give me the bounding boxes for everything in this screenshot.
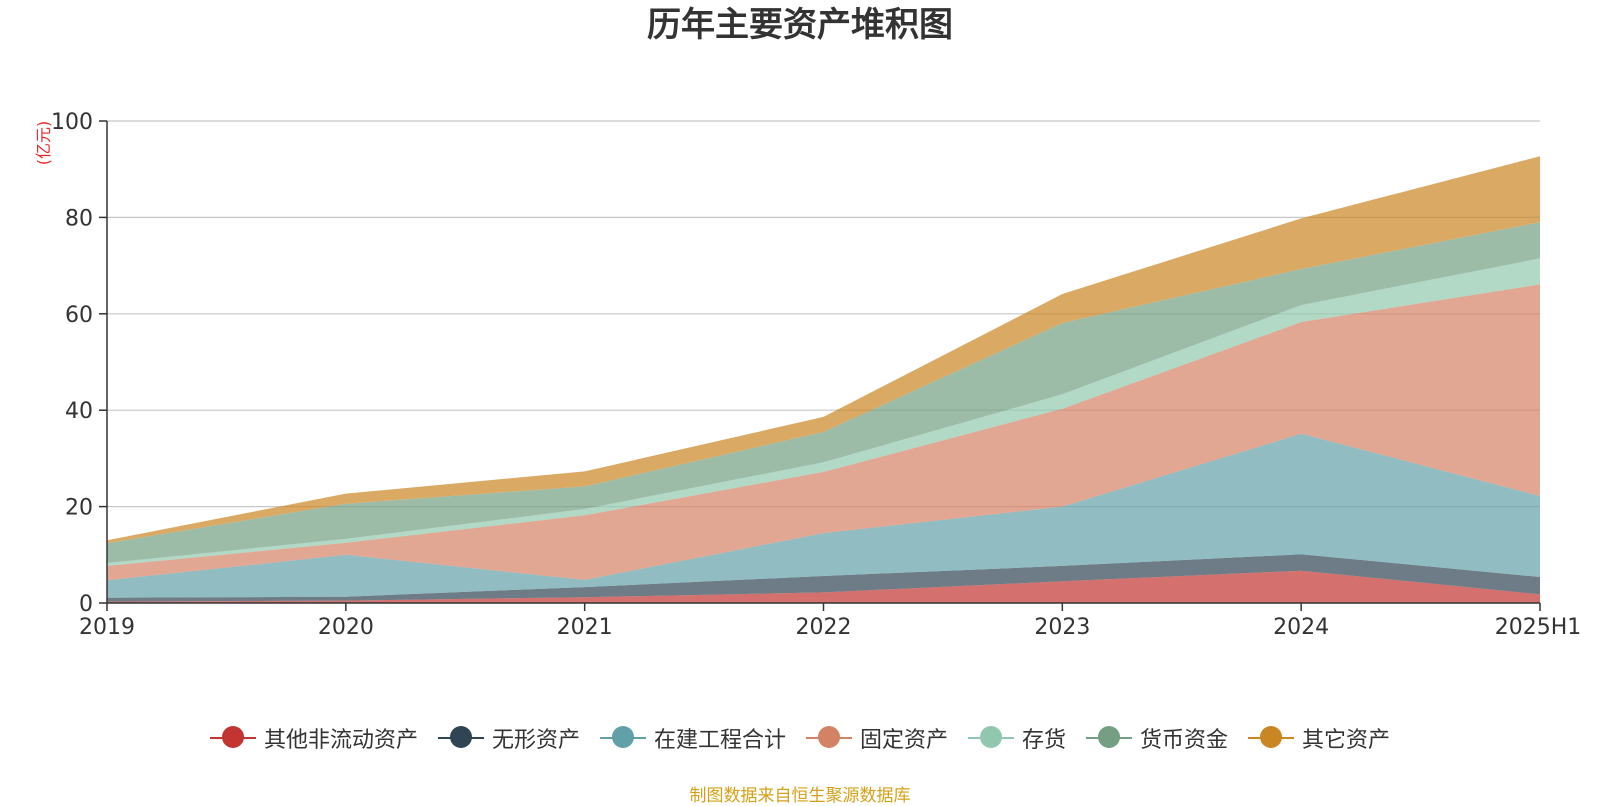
legend: 其他非流动资产 无形资产 在建工程合计 固定资产 存货 货币资金 其它资产 xyxy=(0,718,1600,758)
legend-label: 在建工程合计 xyxy=(653,728,786,753)
area-series-4[interactable] xyxy=(107,284,1540,581)
legend-swatch-icon xyxy=(437,726,484,750)
chart-title: 历年主要资产堆积图 xyxy=(647,5,953,45)
area-series-7[interactable] xyxy=(107,156,1540,544)
legend-item-3[interactable]: 在建工程合计 xyxy=(599,722,786,754)
x-tick-label: 2024 xyxy=(1273,615,1329,640)
y-tick-label: 80 xyxy=(65,206,93,231)
legend-item-4[interactable]: 固定资产 xyxy=(805,722,948,754)
legend-item-7[interactable]: 其它资产 xyxy=(1248,722,1390,754)
legend-label: 其他非流动资产 xyxy=(263,728,418,753)
x-tick-label: 2022 xyxy=(796,615,852,640)
legend-swatch-icon xyxy=(805,726,852,750)
source-note: 制图数据来自恒生聚源数据库 xyxy=(689,786,911,806)
legend-label: 固定资产 xyxy=(859,728,948,753)
x-tick-label: 2020 xyxy=(318,615,374,640)
area-series-1[interactable] xyxy=(107,570,1540,603)
legend-swatch-icon xyxy=(209,726,256,750)
area-series-3[interactable] xyxy=(107,433,1540,598)
axes: 0 20 40 60 80 100 2019 2020 2021 2022 2023 2024 2025… xyxy=(51,110,1581,640)
x-tick-label: 2021 xyxy=(557,615,613,640)
legend-label: 存货 xyxy=(1022,728,1067,753)
legend-swatch-icon xyxy=(599,726,646,750)
legend-item-6[interactable]: 货币资金 xyxy=(1086,722,1228,754)
legend-item-1[interactable]: 其他非流动资产 xyxy=(209,722,418,754)
x-tick-label: 2023 xyxy=(1034,615,1090,640)
area-series-group xyxy=(107,156,1540,603)
area-series-2[interactable] xyxy=(107,554,1540,602)
legend-swatch-icon xyxy=(1086,726,1133,750)
legend-label: 其它资产 xyxy=(1302,728,1391,753)
y-tick-label: 20 xyxy=(65,496,93,521)
x-tick-label: 2019 xyxy=(79,615,135,640)
y-tick-label: 40 xyxy=(65,399,93,424)
legend-swatch-icon xyxy=(1248,726,1295,750)
y-tick-label: 0 xyxy=(79,592,93,617)
legend-item-5[interactable]: 存货 xyxy=(968,722,1066,754)
legend-label: 无形资产 xyxy=(491,728,580,753)
legend-label: 货币资金 xyxy=(1140,728,1229,753)
y-tick-label: 60 xyxy=(65,303,93,328)
y-axis-label: (亿元) xyxy=(34,121,53,166)
y-tick-label: 100 xyxy=(51,110,93,135)
area-series-5[interactable] xyxy=(107,258,1540,566)
x-tick-label: 2025H1 xyxy=(1495,615,1582,640)
area-series-6[interactable] xyxy=(107,222,1540,563)
legend-swatch-icon xyxy=(968,726,1014,750)
legend-item-2[interactable]: 无形资产 xyxy=(437,722,580,754)
